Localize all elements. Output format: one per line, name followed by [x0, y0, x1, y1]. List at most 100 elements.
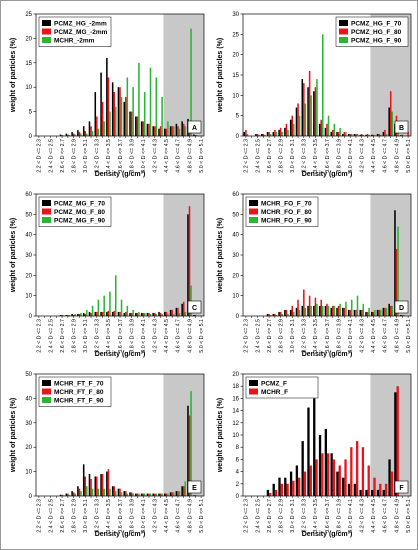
y-axis-label: weight of particles (%): [10, 398, 17, 473]
bar: [148, 123, 150, 136]
bar: [167, 493, 169, 496]
bar: [153, 312, 156, 316]
bar: [59, 494, 62, 496]
y-axis-label: weight of particles (%): [10, 38, 17, 113]
legend-box: [245, 376, 319, 399]
y-tick-label: 40: [232, 233, 239, 239]
bar: [353, 483, 356, 496]
bar: [359, 309, 361, 316]
bar: [293, 123, 295, 136]
bar: [327, 453, 330, 496]
bar: [181, 121, 183, 136]
legend-swatch: [339, 37, 348, 43]
legend-label: MCHR_FT_F_90: [54, 398, 104, 405]
bar: [391, 305, 394, 316]
bar: [65, 133, 68, 136]
x-tick-label: 4.0 < D <= 4.1: [348, 139, 354, 173]
bar: [152, 312, 154, 316]
bar: [142, 493, 144, 496]
bar: [119, 488, 121, 496]
bar: [262, 133, 265, 136]
bar: [164, 493, 166, 496]
bar: [307, 305, 309, 316]
bar: [72, 492, 75, 496]
legend-label: PCMZ_MG_F_90: [54, 218, 105, 225]
y-tick-label: 10: [25, 470, 32, 476]
bar: [120, 492, 123, 496]
legend-swatch: [42, 217, 51, 223]
bar: [177, 307, 179, 316]
x-tick-label: 2.2 < D <= 2.3: [244, 499, 250, 533]
bar: [376, 309, 379, 316]
bar: [175, 123, 178, 136]
bar: [158, 311, 160, 316]
x-axis-label: Density (g/cm³): [95, 351, 146, 358]
y-tick-label: 30: [232, 253, 239, 259]
x-tick-label: 4.4 < D <= 4.5: [164, 139, 170, 173]
x-tick-label: 5.0 < D <= 5.1: [199, 319, 205, 353]
bar: [390, 471, 394, 496]
y-tick-label: 20: [232, 53, 239, 59]
y-tick-label: 14: [232, 409, 239, 415]
bar: [91, 305, 94, 316]
bar: [307, 87, 309, 136]
bar: [397, 226, 399, 316]
bar: [395, 248, 398, 316]
x-tick-label: 4.0 < D <= 4.1: [141, 319, 147, 353]
x-tick-label: 2.2 < D <= 2.3: [37, 499, 43, 533]
bar: [61, 314, 63, 316]
bar: [371, 311, 373, 316]
bar: [321, 34, 324, 137]
bar: [119, 87, 121, 136]
bar: [343, 307, 346, 316]
bar: [255, 133, 257, 136]
bar: [388, 107, 390, 136]
bar: [148, 493, 150, 496]
x-tick-label: 3.2 < D <= 3.3: [95, 319, 101, 353]
legend-swatch: [42, 208, 51, 215]
bar: [365, 134, 367, 136]
legend-label: MCHR_FO_F_90: [261, 218, 312, 225]
panel-label-box: [394, 120, 409, 134]
y-tick-label: 15: [232, 73, 239, 79]
bar: [97, 299, 100, 316]
y-tick-label: 0: [236, 494, 240, 500]
bar: [314, 297, 317, 316]
bar: [61, 135, 63, 136]
bar: [126, 77, 129, 136]
bar: [74, 134, 76, 136]
bar: [281, 131, 283, 136]
y-tick-label: 50: [25, 372, 32, 378]
bar: [188, 415, 191, 496]
bar: [353, 309, 356, 316]
bar: [245, 129, 247, 136]
y-tick-label: 25: [232, 32, 239, 38]
bar: [82, 126, 85, 136]
bar: [77, 486, 79, 496]
bar: [258, 134, 260, 136]
bar: [374, 135, 376, 136]
x-tick-label: 4.2 < D <= 4.3: [153, 499, 159, 533]
x-tick-label: 2.6 < D <= 2.7: [60, 139, 66, 173]
bar: [274, 313, 276, 316]
bar: [167, 121, 169, 136]
bar: [114, 491, 117, 496]
bar: [172, 126, 175, 136]
x-tick-label: 3.4 < D <= 3.5: [313, 499, 319, 533]
bar: [330, 307, 333, 316]
bar: [343, 131, 346, 136]
y-tick-label: 10: [25, 294, 32, 300]
shaded-region: [163, 14, 204, 136]
y-tick-label: 30: [25, 421, 32, 427]
bar: [304, 103, 307, 136]
bar: [347, 133, 350, 136]
bar: [72, 314, 75, 316]
bar: [342, 477, 345, 496]
y-tick-label: 20: [232, 372, 239, 378]
bar: [336, 471, 339, 496]
bar: [307, 407, 310, 496]
bar: [136, 493, 139, 496]
bar: [96, 476, 98, 496]
legend-swatch: [42, 388, 51, 395]
